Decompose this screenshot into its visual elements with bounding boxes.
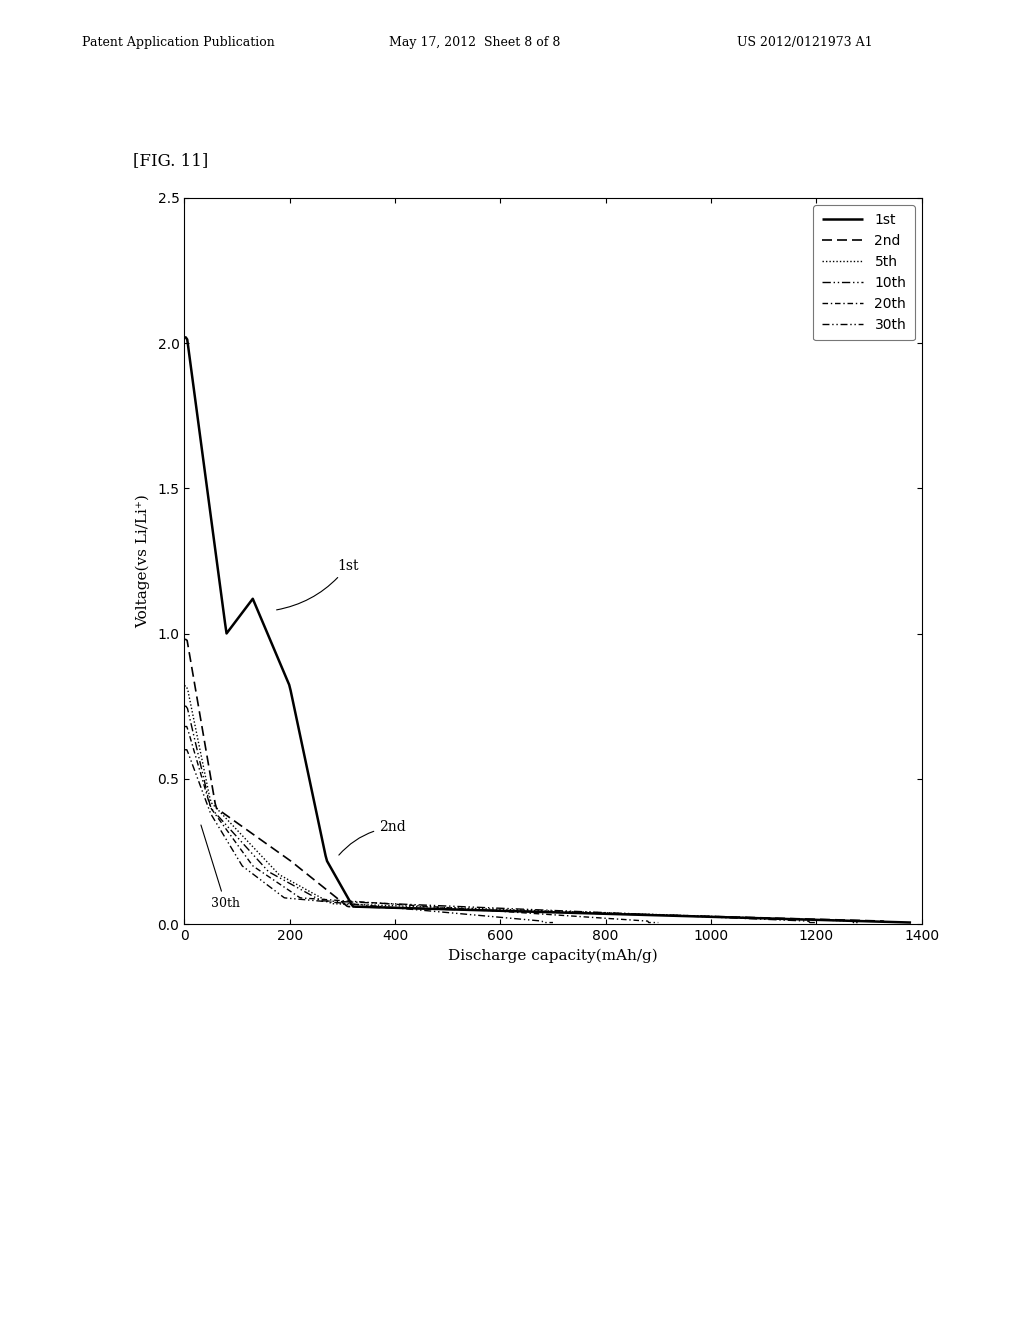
1st: [888, 915, 900, 931]
1st: [610, 907, 623, 923]
5th: [178, 678, 190, 694]
Line: 2nd: 2nd: [184, 639, 885, 923]
1st: [905, 915, 918, 931]
Text: 1st: 1st: [276, 558, 358, 610]
5th: [852, 915, 864, 931]
Text: US 2012/0121973 A1: US 2012/0121973 A1: [737, 36, 872, 49]
30th: [512, 911, 524, 927]
10th: [428, 898, 440, 913]
20th: [333, 892, 345, 908]
20th: [366, 895, 378, 911]
Text: Patent Application Publication: Patent Application Publication: [82, 36, 274, 49]
1st: [571, 906, 584, 921]
5th: [602, 906, 614, 921]
30th: [537, 915, 549, 931]
Text: May 17, 2012  Sheet 8 of 8: May 17, 2012 Sheet 8 of 8: [389, 36, 560, 49]
Text: 30th: 30th: [201, 825, 240, 909]
10th: [575, 904, 588, 920]
10th: [178, 698, 190, 714]
2nd: [862, 912, 874, 928]
5th: [665, 907, 677, 923]
20th: [520, 906, 532, 921]
2nd: [511, 903, 523, 919]
1st: [178, 330, 190, 346]
Line: 20th: 20th: [184, 726, 658, 923]
2nd: [178, 631, 190, 647]
Text: [FIG. 11]: [FIG. 11]: [133, 152, 208, 169]
2nd: [753, 909, 765, 925]
20th: [476, 902, 488, 917]
10th: [384, 896, 396, 912]
1st: [523, 904, 536, 920]
1st: [527, 904, 540, 920]
2nd: [515, 903, 527, 919]
30th: [403, 902, 416, 917]
Line: 5th: 5th: [184, 686, 858, 923]
20th: [236, 842, 248, 858]
30th: [178, 742, 190, 758]
5th: [397, 898, 410, 913]
20th: [652, 915, 665, 931]
10th: [634, 906, 646, 921]
30th: [488, 909, 501, 925]
30th: [179, 742, 191, 758]
X-axis label: Discharge capacity(mAh/g): Discharge capacity(mAh/g): [449, 948, 657, 962]
2nd: [879, 915, 891, 931]
Y-axis label: Voltage(vs Li/Li⁺): Voltage(vs Li/Li⁺): [136, 494, 151, 628]
Legend: 1st, 2nd, 5th, 10th, 20th, 30th: 1st, 2nd, 5th, 10th, 20th, 30th: [813, 205, 914, 341]
2nd: [557, 904, 569, 920]
2nd: [595, 906, 607, 921]
30th: [396, 900, 409, 916]
5th: [259, 853, 271, 869]
10th: [804, 915, 816, 931]
20th: [178, 718, 190, 734]
5th: [445, 900, 458, 916]
30th: [547, 915, 559, 931]
20th: [522, 906, 535, 921]
Line: 1st: 1st: [184, 338, 911, 923]
5th: [847, 915, 859, 931]
10th: [810, 915, 822, 931]
10th: [638, 907, 650, 923]
Line: 10th: 10th: [184, 706, 816, 923]
Line: 30th: 30th: [184, 750, 553, 923]
Text: 2nd: 2nd: [339, 820, 406, 855]
1st: [774, 911, 786, 927]
10th: [254, 855, 266, 871]
20th: [643, 915, 655, 931]
5th: [668, 907, 680, 923]
30th: [397, 900, 410, 916]
